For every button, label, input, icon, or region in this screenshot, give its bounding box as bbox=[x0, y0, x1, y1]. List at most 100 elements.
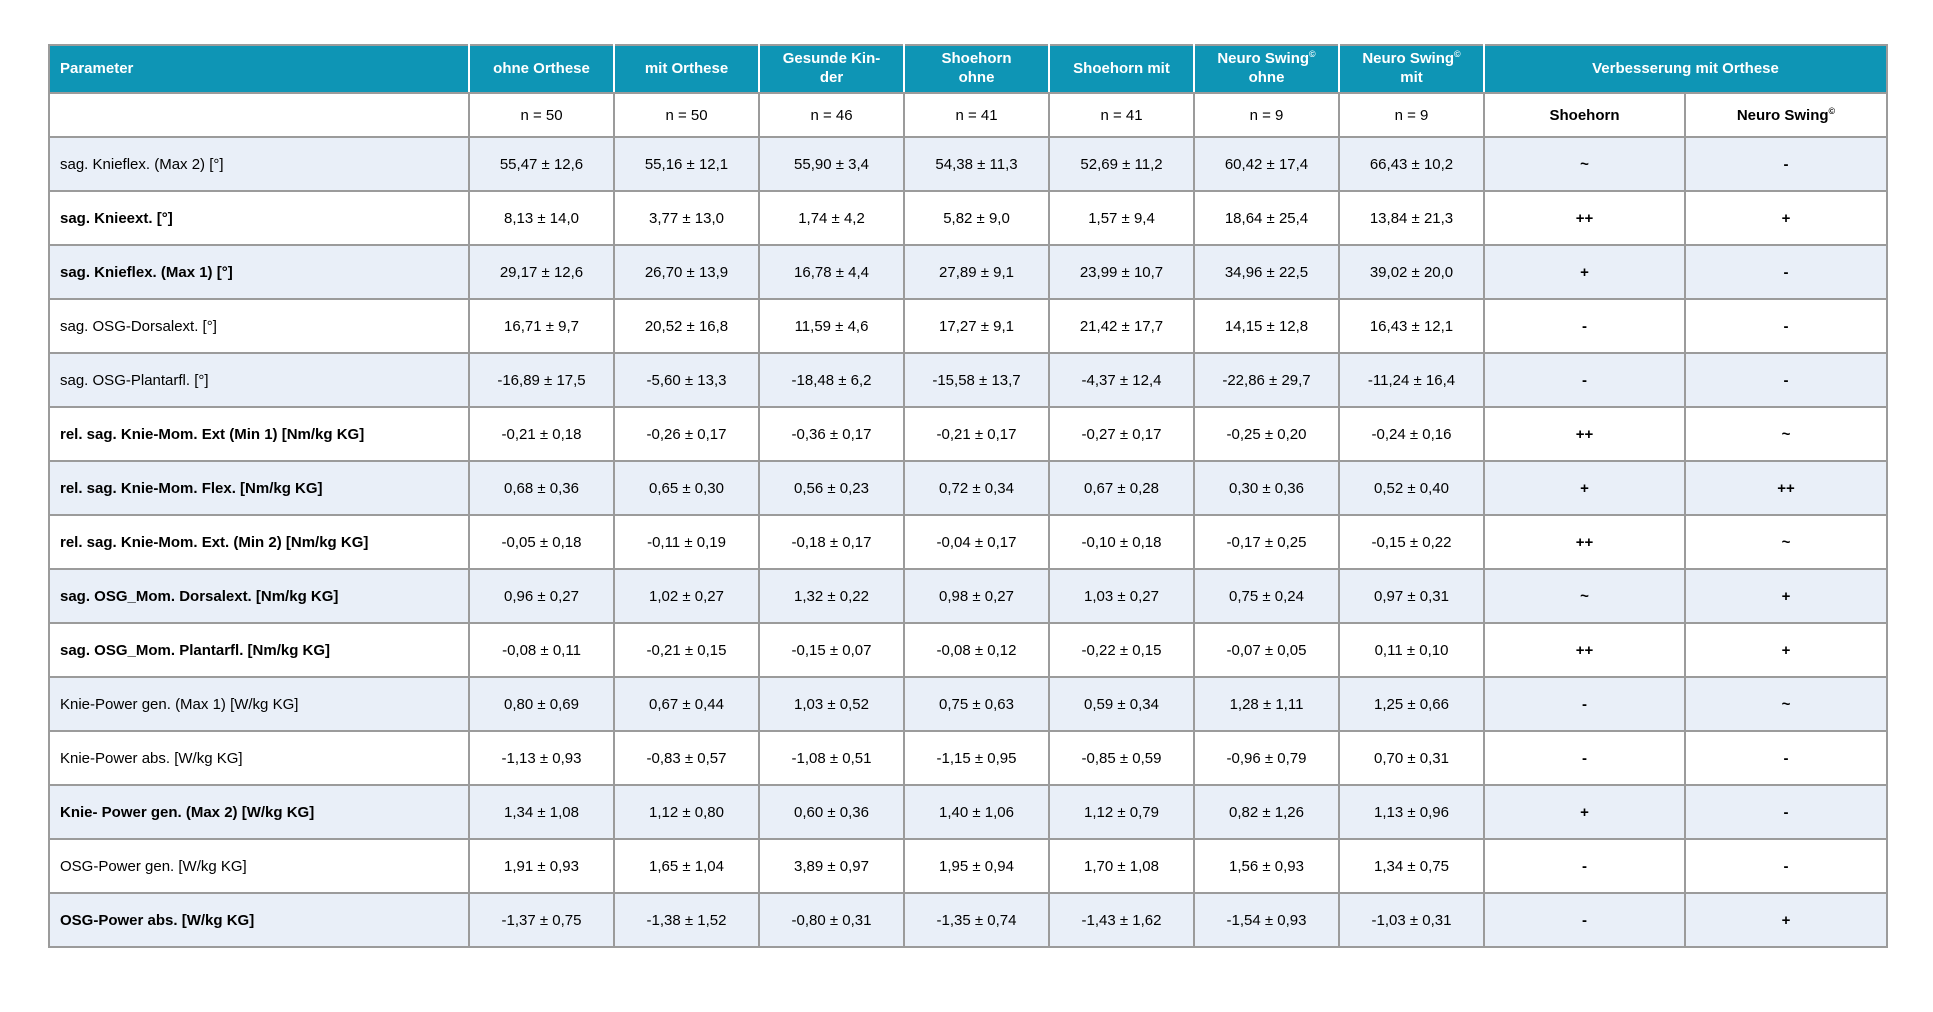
parameter-cell: sag. Knieflex. (Max 1) [°] bbox=[48, 244, 470, 300]
improvement-cell-shoehorn: ++ bbox=[1483, 190, 1686, 246]
value-cell: -0,04 ± 0,17 bbox=[903, 514, 1050, 570]
table-row: OSG-Power abs. [W/kg KG] -1,37 ± 0,75 -1,3… bbox=[48, 892, 1888, 948]
improvement-cell-neuro-swing: + bbox=[1684, 892, 1888, 948]
table-row: sag. OSG_Mom. Plantarfl. [Nm/kg KG] -0,08… bbox=[48, 622, 1888, 678]
sample-size-row: n = 50 n = 50 n = 46 n = 41 n = 41 n = 9… bbox=[48, 92, 1888, 138]
value-cell: 55,90 ± 3,4 bbox=[758, 136, 905, 192]
gait-parameters-table: Parameter ohne Orthese mit Orthese Gesun… bbox=[48, 44, 1888, 948]
col-header-gesunde-kinder: Gesunde Kin-der bbox=[758, 44, 905, 94]
improvement-cell-neuro-swing: - bbox=[1684, 136, 1888, 192]
value-cell: -1,37 ± 0,75 bbox=[468, 892, 615, 948]
value-cell: 55,47 ± 12,6 bbox=[468, 136, 615, 192]
improvement-cell-shoehorn: ~ bbox=[1483, 568, 1686, 624]
value-cell: 1,03 ± 0,52 bbox=[758, 676, 905, 732]
improvement-cell-shoehorn: - bbox=[1483, 730, 1686, 786]
improvement-cell-neuro-swing: - bbox=[1684, 352, 1888, 408]
table-row: Knie-Power abs. [W/kg KG] -1,13 ± 0,93 -0,… bbox=[48, 730, 1888, 786]
value-cell: -0,18 ± 0,17 bbox=[758, 514, 905, 570]
value-cell: 29,17 ± 12,6 bbox=[468, 244, 615, 300]
value-cell: 13,84 ± 21,3 bbox=[1338, 190, 1485, 246]
improvement-cell-shoehorn: - bbox=[1483, 838, 1686, 894]
improvement-cell-shoehorn: - bbox=[1483, 676, 1686, 732]
col-header-label: Shoehorn mit bbox=[1073, 59, 1170, 77]
value-cell: -0,27 ± 0,17 bbox=[1048, 406, 1195, 462]
col-header-label-line2: mit bbox=[1400, 69, 1423, 86]
value-cell: 1,12 ± 0,80 bbox=[613, 784, 760, 840]
improvement-cell-neuro-swing: - bbox=[1684, 838, 1888, 894]
value-cell: 16,71 ± 9,7 bbox=[468, 298, 615, 354]
value-cell: 1,34 ± 0,75 bbox=[1338, 838, 1485, 894]
value-cell: -1,54 ± 0,93 bbox=[1193, 892, 1340, 948]
table-row: Knie- Power gen. (Max 2) [W/kg KG] 1,34 ±… bbox=[48, 784, 1888, 840]
col-header-label: Neuro Swing bbox=[1362, 50, 1455, 68]
value-cell: 0,11 ± 0,10 bbox=[1338, 622, 1485, 678]
subcol-header-shoehorn: Shoehorn bbox=[1483, 92, 1686, 138]
value-cell: 1,74 ± 4,2 bbox=[758, 190, 905, 246]
copyright-sup: © bbox=[1454, 49, 1461, 60]
col-header-ohne-orthese: ohne Orthese bbox=[468, 44, 615, 94]
value-cell: 1,65 ± 1,04 bbox=[613, 838, 760, 894]
parameter-cell: Knie- Power gen. (Max 2) [W/kg KG] bbox=[48, 784, 470, 840]
value-cell: 0,67 ± 0,44 bbox=[613, 676, 760, 732]
table-body: sag. Knieflex. (Max 2) [°] 55,47 ± 12,6 55… bbox=[48, 136, 1888, 948]
parameter-cell: sag. OSG_Mom. Dorsalext. [Nm/kg KG] bbox=[48, 568, 470, 624]
parameter-cell: sag. Knieflex. (Max 2) [°] bbox=[48, 136, 470, 192]
parameter-cell: sag. OSG_Mom. Plantarfl. [Nm/kg KG] bbox=[48, 622, 470, 678]
n-cell: n = 9 bbox=[1193, 92, 1340, 138]
value-cell: -1,15 ± 0,95 bbox=[903, 730, 1050, 786]
value-cell: 20,52 ± 16,8 bbox=[613, 298, 760, 354]
value-cell: -22,86 ± 29,7 bbox=[1193, 352, 1340, 408]
improvement-cell-neuro-swing: + bbox=[1684, 622, 1888, 678]
parameter-cell: Knie-Power gen. (Max 1) [W/kg KG] bbox=[48, 676, 470, 732]
value-cell: -0,24 ± 0,16 bbox=[1338, 406, 1485, 462]
value-cell: -0,80 ± 0,31 bbox=[758, 892, 905, 948]
value-cell: 16,43 ± 12,1 bbox=[1338, 298, 1485, 354]
copyright-sup: © bbox=[1828, 105, 1836, 116]
value-cell: 0,72 ± 0,34 bbox=[903, 460, 1050, 516]
value-cell: -0,83 ± 0,57 bbox=[613, 730, 760, 786]
parameter-cell: sag. OSG-Plantarfl. [°] bbox=[48, 352, 470, 408]
value-cell: 0,60 ± 0,36 bbox=[758, 784, 905, 840]
value-cell: -0,21 ± 0,17 bbox=[903, 406, 1050, 462]
value-cell: -0,08 ± 0,11 bbox=[468, 622, 615, 678]
value-cell: -18,48 ± 6,2 bbox=[758, 352, 905, 408]
col-header-verbesserung-group: Verbesserung mit Orthese bbox=[1483, 44, 1888, 94]
value-cell: -1,38 ± 1,52 bbox=[613, 892, 760, 948]
value-cell: 18,64 ± 25,4 bbox=[1193, 190, 1340, 246]
n-cell: n = 50 bbox=[468, 92, 615, 138]
value-cell: -0,17 ± 0,25 bbox=[1193, 514, 1340, 570]
value-cell: -0,08 ± 0,12 bbox=[903, 622, 1050, 678]
improvement-cell-shoehorn: + bbox=[1483, 244, 1686, 300]
col-header-label: ohne Orthese bbox=[493, 59, 590, 77]
improvement-cell-shoehorn: ++ bbox=[1483, 406, 1686, 462]
value-cell: 39,02 ± 20,0 bbox=[1338, 244, 1485, 300]
improvement-cell-shoehorn: - bbox=[1483, 298, 1686, 354]
value-cell: 1,70 ± 1,08 bbox=[1048, 838, 1195, 894]
col-header-parameter: Parameter bbox=[48, 44, 470, 94]
col-header-neuro-swing-ohne: Neuro Swing© ohne bbox=[1193, 44, 1340, 94]
value-cell: 14,15 ± 12,8 bbox=[1193, 298, 1340, 354]
table-row: rel. sag. Knie-Mom. Ext (Min 1) [Nm/kg K… bbox=[48, 406, 1888, 462]
subcol-label: Neuro Swing bbox=[1736, 106, 1829, 124]
n-cell: n = 46 bbox=[758, 92, 905, 138]
table-row: sag. OSG-Plantarfl. [°] -16,89 ± 17,5 -5,6… bbox=[48, 352, 1888, 408]
value-cell: -5,60 ± 13,3 bbox=[613, 352, 760, 408]
table-row: sag. Knieflex. (Max 1) [°] 29,17 ± 12,6 26… bbox=[48, 244, 1888, 300]
value-cell: 60,42 ± 17,4 bbox=[1193, 136, 1340, 192]
col-header-label: Shoehorn bbox=[941, 50, 1012, 68]
subcol-label: Shoehorn bbox=[1549, 106, 1620, 124]
value-cell: -0,15 ± 0,07 bbox=[758, 622, 905, 678]
col-header-shoehorn-ohne: Shoehorn ohne bbox=[903, 44, 1050, 94]
value-cell: 16,78 ± 4,4 bbox=[758, 244, 905, 300]
value-cell: 66,43 ± 10,2 bbox=[1338, 136, 1485, 192]
value-cell: -1,35 ± 0,74 bbox=[903, 892, 1050, 948]
value-cell: -0,07 ± 0,05 bbox=[1193, 622, 1340, 678]
col-header-shoehorn-mit: Shoehorn mit bbox=[1048, 44, 1195, 94]
improvement-cell-shoehorn: - bbox=[1483, 352, 1686, 408]
parameter-cell: OSG-Power abs. [W/kg KG] bbox=[48, 892, 470, 948]
value-cell: 52,69 ± 11,2 bbox=[1048, 136, 1195, 192]
value-cell: 0,52 ± 0,40 bbox=[1338, 460, 1485, 516]
improvement-cell-neuro-swing: + bbox=[1684, 190, 1888, 246]
value-cell: -0,11 ± 0,19 bbox=[613, 514, 760, 570]
n-cell: n = 9 bbox=[1338, 92, 1485, 138]
